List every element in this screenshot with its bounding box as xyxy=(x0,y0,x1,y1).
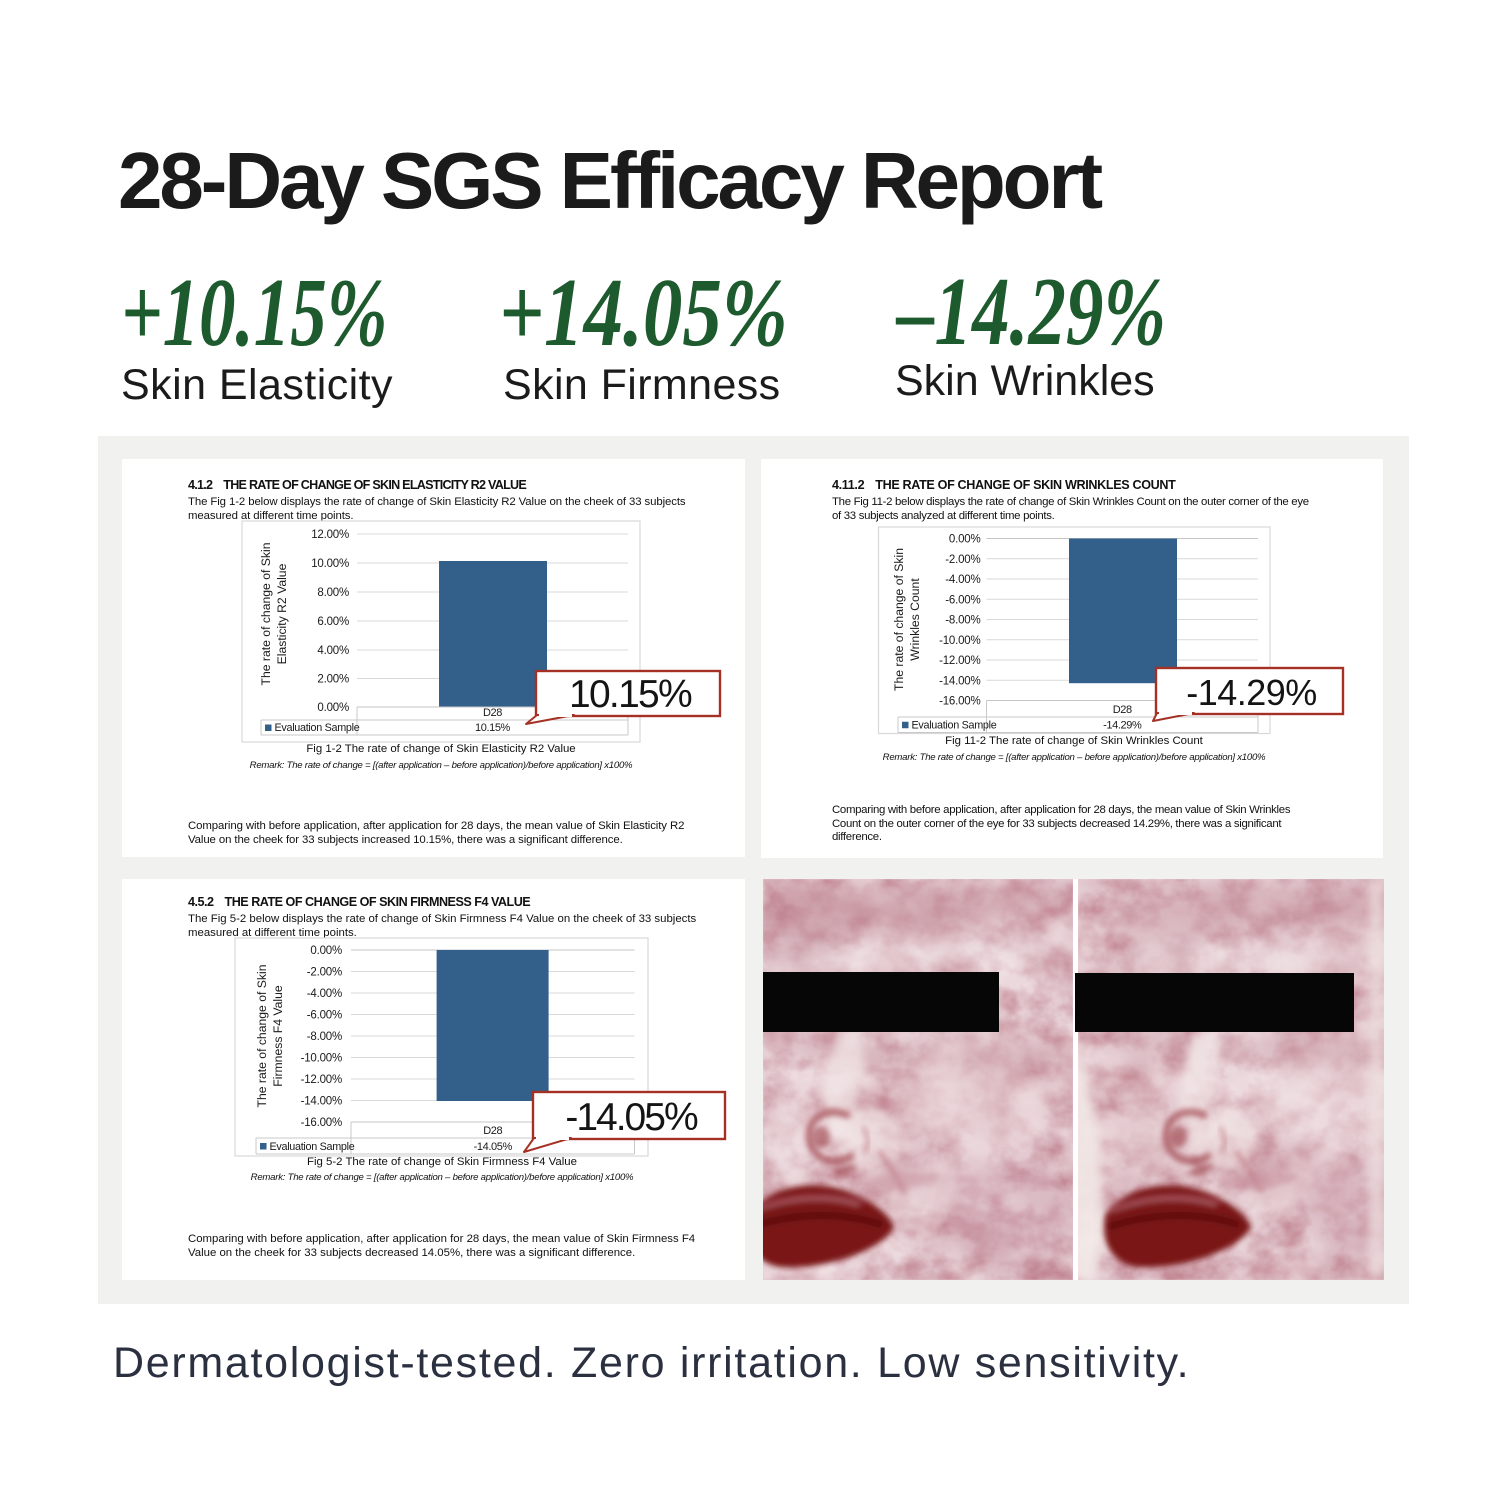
svg-text:Elasticity R2 Value: Elasticity R2 Value xyxy=(275,563,289,664)
svg-text:-6.00%: -6.00% xyxy=(945,594,980,606)
svg-text:-4.00%: -4.00% xyxy=(945,574,980,586)
svg-text:-2.00%: -2.00% xyxy=(307,967,342,979)
svg-text:Firmness F4 Value: Firmness F4 Value xyxy=(271,985,285,1087)
svg-text:-8.00%: -8.00% xyxy=(307,1031,342,1043)
svg-text:-8.00%: -8.00% xyxy=(945,615,980,627)
svg-text:10.00%: 10.00% xyxy=(311,558,349,570)
svg-text:-6.00%: -6.00% xyxy=(307,1010,342,1022)
svg-text:The rate of change of Skin: The rate of change of Skin xyxy=(259,543,273,686)
svg-text:Evaluation Sample: Evaluation Sample xyxy=(270,1141,355,1153)
svg-text:-14.29%: -14.29% xyxy=(1103,720,1142,732)
svg-text:4.00%: 4.00% xyxy=(317,645,349,657)
svg-text:-16.00%: -16.00% xyxy=(301,1117,342,1129)
svg-text:10.15%: 10.15% xyxy=(475,722,511,734)
svg-text:The rate of change of Skin: The rate of change of Skin xyxy=(255,965,269,1108)
svg-text:-12.00%: -12.00% xyxy=(301,1074,342,1086)
svg-text:Wrinkles Count: Wrinkles Count xyxy=(908,578,922,661)
svg-text:6.00%: 6.00% xyxy=(317,616,349,628)
svg-text:-2.00%: -2.00% xyxy=(945,554,980,566)
svg-text:-14.05%: -14.05% xyxy=(474,1141,513,1153)
svg-text:10.15%: 10.15% xyxy=(569,673,692,716)
svg-text:2.00%: 2.00% xyxy=(317,674,349,686)
svg-text:D28: D28 xyxy=(483,707,502,719)
svg-text:The rate of change of Skin: The rate of change of Skin xyxy=(892,548,906,691)
svg-text:0.00%: 0.00% xyxy=(317,702,349,714)
svg-text:-14.29%: -14.29% xyxy=(1186,672,1317,713)
svg-text:0.00%: 0.00% xyxy=(310,945,342,957)
svg-text:Evaluation Sample: Evaluation Sample xyxy=(912,720,997,732)
svg-text:-14.00%: -14.00% xyxy=(301,1096,342,1108)
svg-text:-10.00%: -10.00% xyxy=(939,635,980,647)
svg-text:D28: D28 xyxy=(483,1125,502,1137)
svg-text:-4.00%: -4.00% xyxy=(307,988,342,1000)
svg-text:-10.00%: -10.00% xyxy=(301,1053,342,1065)
svg-text:-14.00%: -14.00% xyxy=(939,675,980,687)
svg-text:8.00%: 8.00% xyxy=(317,587,349,599)
svg-text:-14.05%: -14.05% xyxy=(565,1096,698,1139)
svg-text:0.00%: 0.00% xyxy=(949,534,981,546)
svg-text:-16.00%: -16.00% xyxy=(939,696,980,708)
svg-text:-12.00%: -12.00% xyxy=(939,655,980,667)
svg-text:D28: D28 xyxy=(1113,704,1132,716)
svg-text:Evaluation Sample: Evaluation Sample xyxy=(275,722,360,734)
svg-text:12.00%: 12.00% xyxy=(311,529,349,541)
